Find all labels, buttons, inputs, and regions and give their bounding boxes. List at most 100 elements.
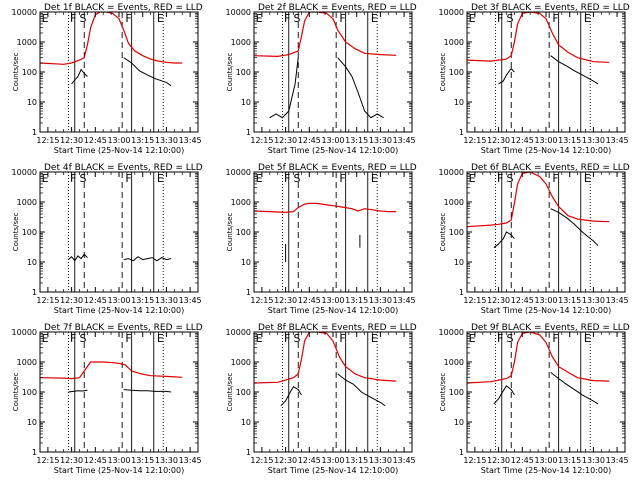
x-tick-label: 12:45 — [511, 136, 534, 145]
x-tick-label: 12:30 — [60, 456, 83, 465]
y-tick-label: 10 — [454, 98, 464, 107]
phase-label: E — [256, 12, 263, 25]
x-tick-label: 12:15 — [250, 296, 273, 305]
y-tick-label: 1 — [246, 288, 251, 297]
x-tick-label: 13:00 — [534, 296, 557, 305]
y-tick-label: 1 — [32, 288, 37, 297]
y-tick-label: 1 — [459, 448, 464, 457]
x-tick-label: 13:45 — [393, 136, 416, 145]
y-tick-label: 10000 — [12, 168, 37, 177]
phase-label: S — [80, 332, 87, 345]
y-axis-label: Counts/sec — [12, 53, 20, 92]
phase-label: E — [42, 172, 49, 185]
y-axis-label: Counts/sec — [12, 373, 20, 412]
x-tick-label: 13:15 — [345, 456, 368, 465]
phase-label: E — [157, 332, 164, 345]
events-series-line — [68, 389, 88, 393]
x-tick-label: 13:15 — [131, 296, 154, 305]
series-group — [254, 202, 397, 262]
x-tick-label: 13:15 — [131, 456, 154, 465]
x-tick-label: 13:30 — [582, 296, 605, 305]
lld-series-line — [40, 12, 183, 65]
lld-series-line — [467, 172, 610, 228]
x-tick-label: 12:30 — [274, 136, 297, 145]
x-tick-label: 12:30 — [60, 136, 83, 145]
y-tick-label: 1 — [459, 288, 464, 297]
x-tick-label: 12:45 — [84, 456, 107, 465]
y-tick-label: 1000 — [444, 358, 464, 367]
phase-label: F — [339, 332, 345, 345]
phase-label: F — [125, 172, 131, 185]
x-axis-label: Start Time (25-Nov-14 12:10:00) — [481, 466, 611, 475]
x-tick-label: 13:45 — [179, 456, 202, 465]
y-tick-label: 100 — [22, 388, 37, 397]
y-tick-label: 1 — [246, 128, 251, 137]
x-tick-label: 12:15 — [36, 296, 59, 305]
phase-label: E — [42, 12, 49, 25]
x-tick-label: 12:45 — [298, 456, 321, 465]
x-tick-label: 12:45 — [298, 136, 321, 145]
x-tick-label: 13:00 — [107, 296, 130, 305]
x-tick-label: 13:15 — [558, 456, 581, 465]
y-tick-label: 1000 — [17, 358, 37, 367]
phase-label: F — [284, 172, 290, 185]
lld-series-line — [254, 332, 397, 384]
y-tick-label: 100 — [449, 228, 464, 237]
phase-label: E — [371, 12, 378, 25]
y-tick-label: 1000 — [17, 198, 37, 207]
phase-label: S — [294, 332, 301, 345]
x-tick-label: 13:30 — [155, 456, 178, 465]
series-group — [467, 12, 610, 85]
y-tick-label: 10000 — [12, 328, 37, 337]
events-series-line — [269, 57, 299, 119]
lld-series-line — [467, 332, 610, 384]
y-tick-label: 10 — [241, 258, 251, 267]
phase-label: E — [157, 12, 164, 25]
x-tick-label: 12:30 — [487, 456, 510, 465]
x-tick-label: 13:45 — [393, 456, 416, 465]
y-tick-label: 100 — [22, 68, 37, 77]
phase-label: F — [552, 172, 558, 185]
phase-label: S — [80, 172, 87, 185]
y-tick-label: 10 — [241, 98, 251, 107]
panel-title: Det 7f BLACK = Events, RED = LLD — [44, 323, 203, 333]
phase-label: E — [469, 332, 476, 345]
x-axis-label: Start Time (25-Nov-14 12:10:00) — [481, 146, 611, 155]
events-series-line — [550, 208, 599, 247]
panel-title: Det 1f BLACK = Events, RED = LLD — [44, 3, 203, 13]
events-series-line — [123, 389, 172, 393]
lld-series-line — [40, 361, 183, 380]
x-axis-label: Start Time (25-Nov-14 12:10:00) — [268, 306, 398, 315]
x-tick-label: 13:30 — [369, 456, 392, 465]
x-tick-label: 12:15 — [250, 456, 273, 465]
phase-label: F — [497, 332, 503, 345]
events-series-line — [123, 256, 172, 262]
phase-label: E — [584, 332, 591, 345]
x-tick-label: 13:00 — [321, 136, 344, 145]
phase-label: S — [80, 12, 87, 25]
y-tick-label: 10 — [27, 98, 37, 107]
x-tick-label: 13:15 — [558, 136, 581, 145]
x-tick-label: 12:30 — [487, 296, 510, 305]
phase-label: E — [256, 332, 263, 345]
series-group — [467, 332, 610, 405]
x-axis-label: Start Time (25-Nov-14 12:10:00) — [481, 306, 611, 315]
y-tick-label: 1 — [32, 448, 37, 457]
x-tick-label: 12:45 — [84, 136, 107, 145]
x-tick-label: 13:30 — [155, 296, 178, 305]
events-series-line — [71, 68, 88, 85]
series-group — [467, 172, 610, 249]
y-tick-label: 100 — [22, 228, 37, 237]
y-tick-label: 1000 — [231, 38, 251, 47]
x-tick-label: 12:15 — [463, 136, 486, 145]
phase-label: E — [469, 12, 476, 25]
y-tick-label: 10000 — [12, 8, 37, 17]
y-tick-label: 10 — [27, 258, 37, 267]
panel-title: Det 8f BLACK = Events, RED = LLD — [258, 323, 417, 333]
lld-series-line — [254, 202, 397, 214]
y-tick-label: 1 — [459, 128, 464, 137]
